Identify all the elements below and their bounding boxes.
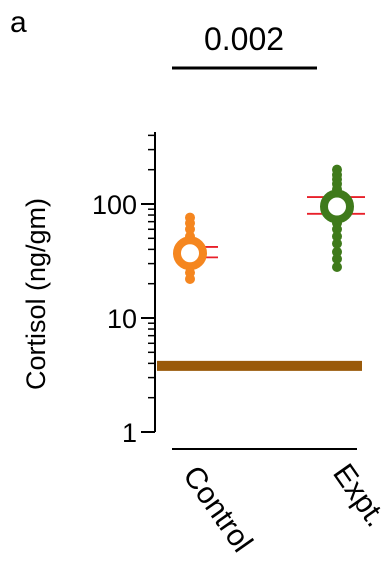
comparison-bracket: 0.002 bbox=[172, 21, 317, 70]
center-estimate bbox=[320, 189, 354, 224]
panel-label: a bbox=[10, 6, 27, 39]
data-point bbox=[332, 231, 342, 242]
data-point bbox=[332, 246, 342, 257]
data-point bbox=[185, 273, 195, 284]
group-expt bbox=[307, 164, 365, 273]
y-axis: 1 10 100 bbox=[92, 132, 156, 448]
p-value-label: 0.002 bbox=[204, 21, 284, 57]
data-point bbox=[332, 224, 342, 235]
group-control bbox=[173, 212, 218, 284]
y-minor-ticks bbox=[148, 134, 155, 399]
y-major-ticks: 1 10 100 bbox=[92, 190, 155, 448]
category-label: Control bbox=[176, 460, 259, 558]
category-labels: Control Expt. bbox=[176, 458, 384, 558]
y-tick-label: 1 bbox=[122, 418, 137, 448]
data-point bbox=[332, 262, 342, 273]
category-label: Expt. bbox=[326, 458, 384, 533]
data-point bbox=[185, 224, 195, 235]
center-estimate bbox=[173, 236, 207, 271]
y-axis-label: Cortisol (ng/gm) bbox=[21, 198, 51, 390]
data-point bbox=[332, 253, 342, 264]
y-tick-label: 10 bbox=[107, 304, 137, 334]
data-point bbox=[332, 238, 342, 249]
y-tick-label: 100 bbox=[92, 190, 137, 220]
data-marks bbox=[173, 164, 365, 284]
